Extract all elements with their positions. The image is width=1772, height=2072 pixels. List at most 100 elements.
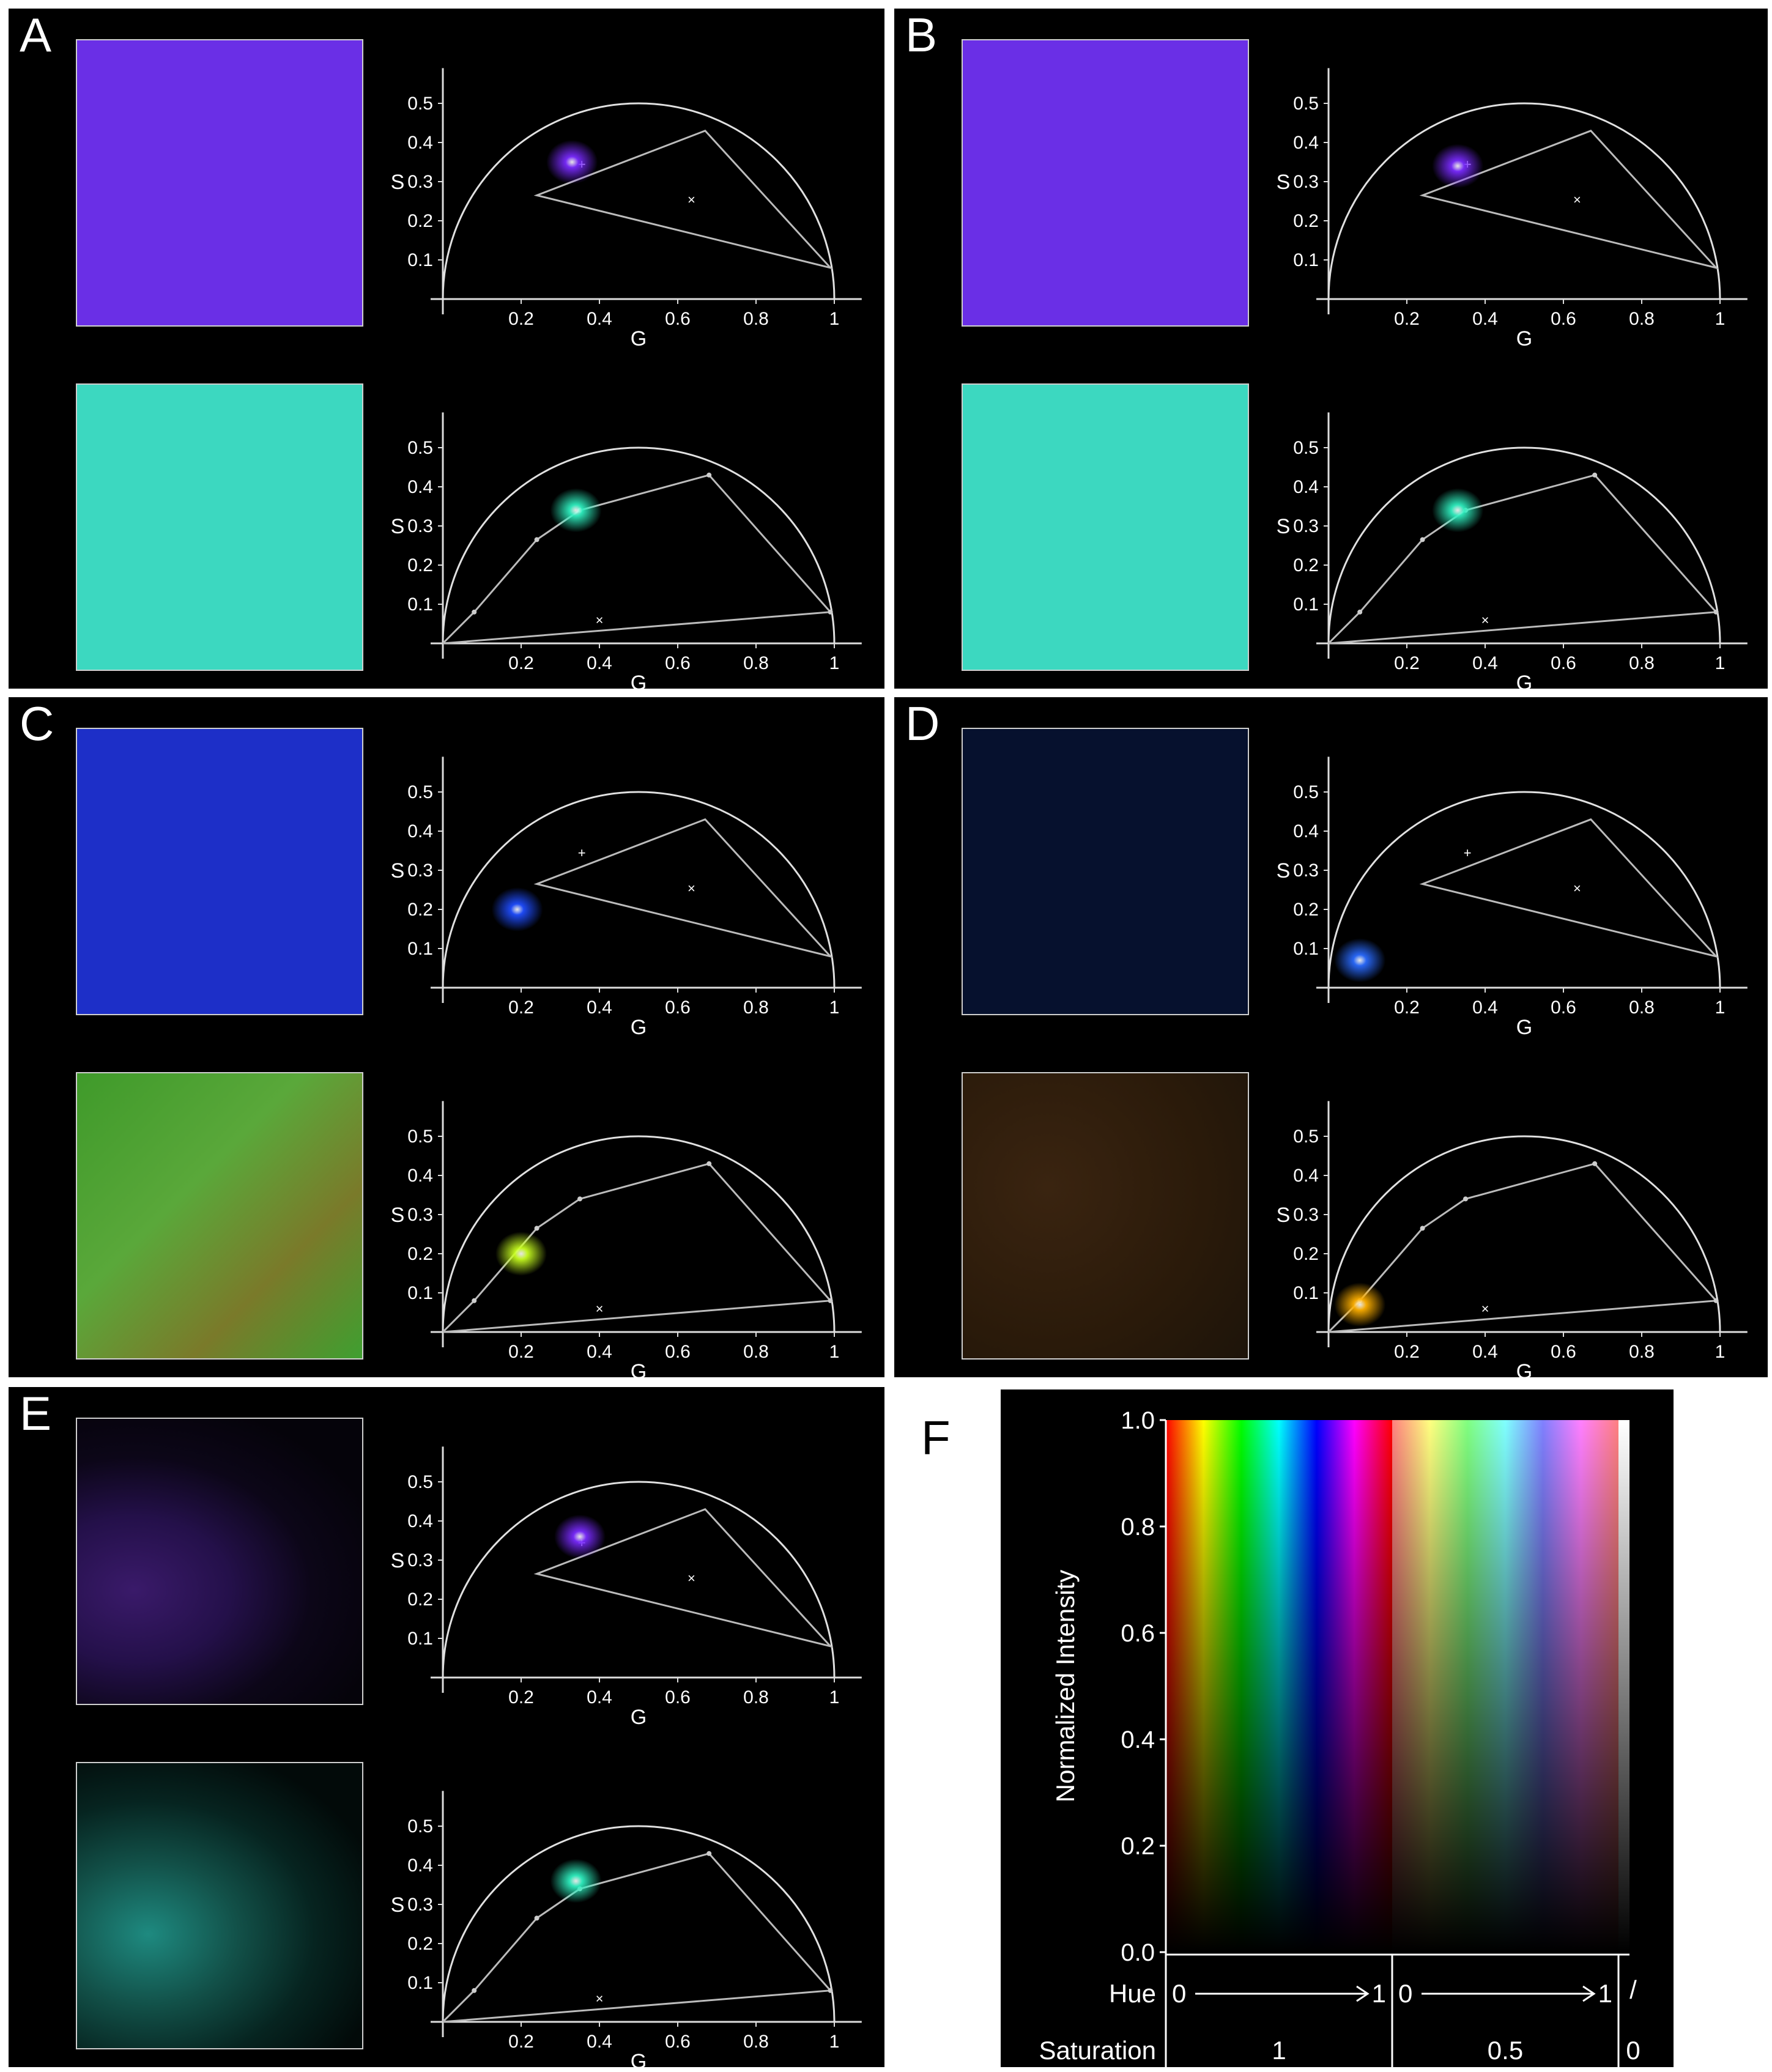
- x-tick-label: 0.6: [665, 1342, 691, 1362]
- x-tick-label: 1: [829, 997, 840, 1018]
- y-axis-label: S: [1277, 171, 1291, 194]
- y-tick-label: 0.4: [407, 133, 433, 153]
- y-tick-label: 0.5: [407, 1127, 433, 1147]
- y-tick-label: 0.4: [1293, 821, 1319, 842]
- phasor-plot: 0.2 0.4 0.6 0.8 1 0.1 0.2 0.3 0.4 0.5 G S ×: [1277, 1101, 1748, 1383]
- y-tick-label: 0.5: [1293, 438, 1319, 458]
- centroid-marker: ×: [688, 881, 695, 896]
- x-axis-label: G: [631, 1706, 647, 1729]
- y-axis-label: S: [391, 515, 405, 538]
- universal-semicircle: [442, 1481, 836, 1678]
- x-axis-label: G: [631, 1360, 647, 1383]
- y-tick-label: 0.3: [407, 1895, 433, 1915]
- x-tick-label: 1: [1715, 309, 1726, 329]
- y-tick-label: 0.5: [407, 782, 433, 802]
- grayscale-band: [1618, 1420, 1629, 1952]
- universal-semicircle: [442, 1135, 836, 1333]
- x-tick-label: 0.8: [743, 309, 769, 329]
- universal-semicircle: [442, 446, 836, 644]
- x-tick-label: 0.4: [587, 653, 612, 673]
- x-tick-label: 0.8: [743, 653, 769, 673]
- path-vertex: [472, 1298, 477, 1303]
- fluorescence-image: [76, 1762, 363, 2049]
- hue-label: Hue: [1109, 1979, 1156, 2008]
- y-tick-label: 0.2: [407, 1589, 433, 1610]
- y-tick-label: 0.5: [407, 1816, 433, 1837]
- x-tick-label: 0.4: [587, 1342, 612, 1362]
- phasor-cluster: [550, 1859, 602, 1903]
- panel-d: D 0.2 0.4 0.6 0.8 1 0.1 0.2 0.3 0.4 0.5 G S + × 0.2 0.4…: [894, 697, 1768, 1383]
- x-tick-label: 0.8: [743, 1342, 769, 1362]
- path-vertex: [1463, 1196, 1468, 1202]
- x-tick-label: 0.6: [665, 997, 691, 1018]
- reference-triangle: [1419, 818, 1719, 958]
- x-tick-label: 1: [1715, 1342, 1726, 1362]
- x-tick-label: 0.2: [1394, 997, 1420, 1018]
- universal-semicircle: [442, 791, 836, 988]
- reference-triangle: [533, 1508, 834, 1648]
- panel-label: D: [905, 697, 940, 750]
- path-vertex: [534, 1915, 539, 1921]
- x-axis-label: G: [631, 1016, 647, 1039]
- x-tick-label: 0.4: [1472, 653, 1498, 673]
- path-vertex: [577, 1196, 582, 1202]
- path-vertex: [706, 472, 712, 478]
- universal-semicircle: [1327, 102, 1721, 300]
- phasor-cluster: [1334, 938, 1386, 983]
- path-vertex: [534, 1226, 539, 1231]
- x-axis-label: G: [631, 2050, 647, 2072]
- panel-label: B: [905, 8, 938, 62]
- universal-semicircle: [442, 102, 836, 300]
- x-tick-label: 0.2: [508, 653, 534, 673]
- x-tick-label: 0.2: [508, 2032, 534, 2052]
- colormap-chart: 0.0 0.2 0.4 0.6 0.8 1.0 Normalized Intensity Hu…: [1039, 1407, 1640, 2067]
- x-tick-label: 0.6: [1551, 309, 1576, 329]
- path-vertex: [706, 1161, 712, 1166]
- path-vertex: [1357, 609, 1363, 615]
- y-tick-label: 0.3: [407, 860, 433, 881]
- centroid-marker: ×: [596, 613, 604, 628]
- y-tick-label: 0.4: [1293, 1166, 1319, 1186]
- y-tick-label: 0.1: [407, 1973, 433, 1993]
- y-tick-label: 0.2: [1293, 211, 1319, 231]
- y-tick-label: 0.2: [1293, 900, 1319, 920]
- x-axis-label: G: [1516, 672, 1532, 695]
- y-tick-label: 0.5: [407, 94, 433, 114]
- y-tick-label: 0.2: [407, 555, 433, 575]
- saturation-full: 1: [1272, 2036, 1286, 2065]
- centroid-marker: ×: [596, 1991, 604, 2007]
- y-tick-label: 0.1: [1293, 250, 1319, 270]
- universal-semicircle: [442, 1825, 836, 2022]
- y-tick-label: 0.3: [407, 516, 433, 536]
- phasor-cluster: [546, 140, 598, 184]
- path-vertex: [1713, 609, 1719, 615]
- y-tick-label: 0.1: [1293, 1283, 1319, 1303]
- x-tick-label: 0.2: [508, 309, 534, 329]
- phasor-plot: 0.20.40.60.810.10.20.30.40.5GS+×: [391, 68, 862, 350]
- path-vertex: [828, 1988, 833, 1993]
- reference-triangle: [533, 818, 834, 958]
- fluorescence-image: [962, 39, 1249, 327]
- x-tick-label: 1: [829, 653, 840, 673]
- x-axis-label: G: [1516, 327, 1532, 350]
- path-vertex: [828, 1298, 833, 1303]
- saturation-half: 0.5: [1488, 2036, 1523, 2065]
- reference-triangle: [533, 130, 834, 270]
- y-tick-label: 1.0: [1121, 1407, 1155, 1434]
- phasor-cluster: [495, 1232, 547, 1276]
- y-tick-label: 0.3: [1293, 1205, 1319, 1225]
- x-tick-label: 0.4: [587, 2032, 612, 2052]
- y-axis-label: S: [391, 1893, 405, 1917]
- x-tick-label: 0.8: [1629, 653, 1655, 673]
- saturation-label: Saturation: [1039, 2036, 1156, 2065]
- x-axis-label: G: [631, 672, 647, 695]
- fluorescence-image: [76, 728, 363, 1015]
- y-tick-label: 0.2: [1121, 1833, 1155, 1860]
- y-tick-label: 0.2: [407, 211, 433, 231]
- phasor-cluster: [491, 887, 543, 931]
- x-tick-label: 0.4: [587, 1687, 612, 1708]
- hue-end: 1: [1598, 1979, 1612, 2008]
- x-tick-label: 1: [829, 2032, 840, 2052]
- hue-start: 0: [1172, 1979, 1186, 2008]
